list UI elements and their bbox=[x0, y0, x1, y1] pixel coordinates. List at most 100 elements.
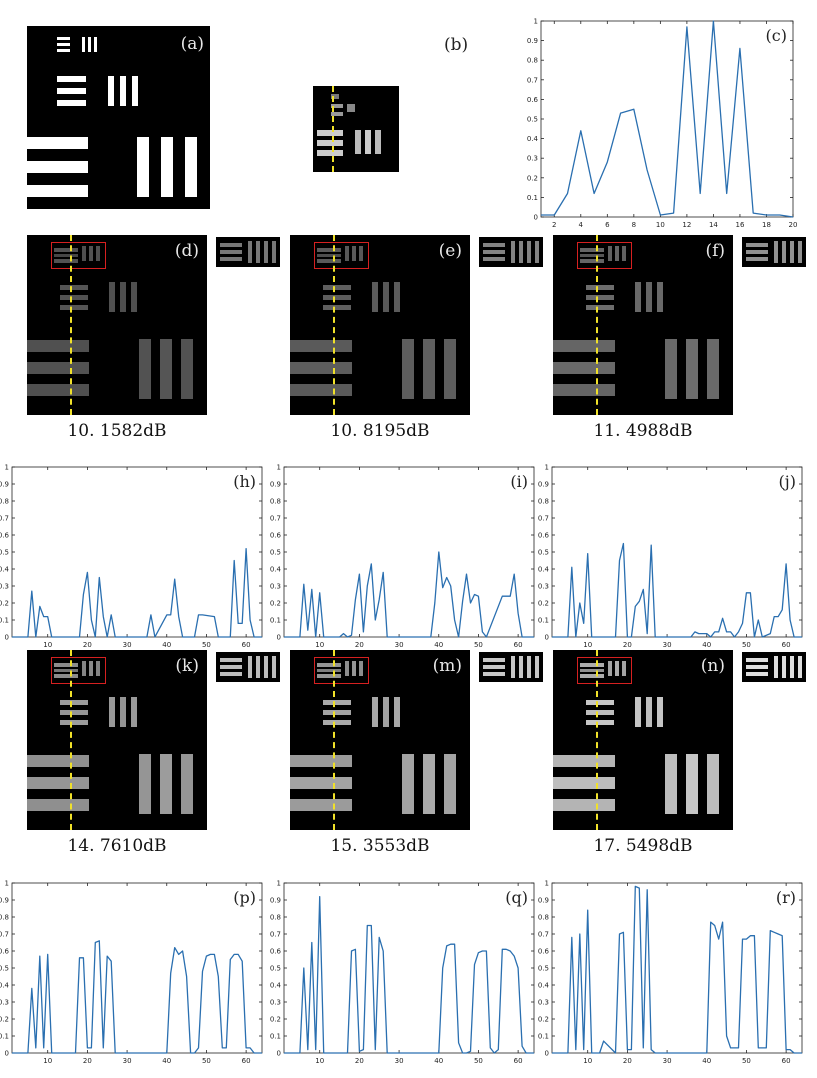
inset-bar bbox=[483, 243, 505, 247]
recon-bar bbox=[586, 305, 614, 310]
y-tick-label: 1 bbox=[534, 18, 538, 26]
profile-marker-line bbox=[596, 235, 598, 415]
recon-bar bbox=[402, 754, 414, 814]
recon-bar bbox=[60, 700, 88, 705]
inset-bar bbox=[511, 241, 515, 263]
recon-bar bbox=[96, 246, 100, 261]
inset-bar bbox=[483, 658, 505, 662]
recon-bar bbox=[345, 246, 349, 261]
roi-box bbox=[314, 242, 369, 269]
y-tick-label: 0 bbox=[277, 634, 281, 642]
lowres-block bbox=[317, 150, 343, 156]
inset-bar bbox=[483, 250, 505, 254]
lowres-block bbox=[331, 112, 343, 116]
y-tick-label: 0.9 bbox=[270, 481, 281, 489]
y-tick-label: 0.4 bbox=[538, 982, 550, 990]
recon-bar bbox=[89, 661, 93, 676]
x-tick-label: 10 bbox=[315, 1057, 324, 1065]
inset-bar bbox=[774, 241, 778, 263]
recon-bar bbox=[290, 777, 352, 789]
y-tick-label: 0.3 bbox=[270, 999, 281, 1007]
recon-bar bbox=[352, 246, 356, 261]
x-tick-label: 10 bbox=[43, 1057, 52, 1065]
recon-bar bbox=[646, 697, 652, 727]
y-tick-label: 0.5 bbox=[538, 549, 549, 557]
y-tick-label: 0.9 bbox=[0, 897, 9, 905]
roi-zoom-inset bbox=[479, 652, 543, 682]
roi-box bbox=[51, 657, 106, 684]
x-tick-label: 6 bbox=[605, 221, 610, 229]
panel-b-lowres-image bbox=[313, 86, 399, 172]
target-bar bbox=[57, 88, 86, 94]
x-tick-label: 20 bbox=[789, 221, 798, 229]
profile-marker-line bbox=[70, 650, 72, 830]
y-tick-label: 0.3 bbox=[538, 583, 549, 591]
inset-bar bbox=[519, 241, 523, 263]
x-tick-label: 40 bbox=[434, 1057, 443, 1065]
recon-bar bbox=[608, 246, 612, 261]
recon-bar bbox=[54, 259, 78, 263]
profile-marker-line bbox=[332, 86, 334, 172]
y-tick-label: 0.7 bbox=[270, 515, 281, 523]
y-tick-label: 0.9 bbox=[527, 37, 538, 45]
y-tick-label: 0.1 bbox=[270, 1033, 281, 1041]
target-bars-medium-vertical bbox=[108, 76, 114, 106]
x-tick-label: 20 bbox=[623, 641, 632, 649]
inset-bar bbox=[483, 665, 505, 669]
profile-line-series-0 bbox=[552, 885, 802, 1054]
recon-bar bbox=[553, 340, 615, 352]
target-bar bbox=[88, 37, 91, 52]
recon-bar bbox=[323, 305, 351, 310]
recon-bar bbox=[553, 755, 615, 767]
inset-bar bbox=[746, 257, 768, 261]
recon-bar bbox=[181, 754, 193, 814]
panel-label: (p) bbox=[233, 888, 256, 907]
recon-bar bbox=[27, 340, 89, 352]
recon-bar bbox=[27, 799, 89, 811]
y-tick-label: 0.8 bbox=[270, 914, 281, 922]
recon-bar bbox=[60, 305, 88, 310]
psnr-caption: 11. 4988dB bbox=[593, 421, 693, 441]
x-tick-label: 30 bbox=[395, 1057, 404, 1065]
x-tick-label: 60 bbox=[514, 1057, 523, 1065]
x-tick-label: 20 bbox=[355, 1057, 364, 1065]
y-tick-label: 0.5 bbox=[270, 965, 281, 973]
y-tick-label: 0 bbox=[534, 214, 538, 222]
profile-line-series-0 bbox=[12, 547, 262, 638]
panel-r-profile-plot: 0 0.1 0.2 0.3 0.4 0.5 0.6 0.7 0.8 0.9 1 10 20 30 40 50 6… bbox=[538, 870, 810, 1070]
recon-bar bbox=[82, 246, 86, 261]
recon-bar bbox=[657, 697, 663, 727]
x-tick-label: 30 bbox=[395, 641, 404, 649]
y-tick-label: 0.5 bbox=[538, 965, 549, 973]
y-tick-label: 0 bbox=[5, 1050, 9, 1058]
recon-bar bbox=[615, 246, 619, 261]
recon-panel-label: (e) bbox=[438, 241, 462, 261]
psnr-caption: 10. 1582dB bbox=[67, 421, 167, 441]
chart-svg: 0 0.1 0.2 0.3 0.4 0.5 0.6 0.7 0.8 0.9 1 10 20 30 40 50 6… bbox=[538, 880, 803, 1065]
psnr-caption: 10. 8195dB bbox=[330, 421, 430, 441]
y-tick-label: 0 bbox=[5, 634, 9, 642]
recon-bar bbox=[82, 661, 86, 676]
recon-bar bbox=[345, 661, 349, 676]
lowres-block bbox=[331, 104, 343, 108]
lowres-block bbox=[375, 130, 381, 154]
recon-bar bbox=[586, 700, 614, 705]
psnr-caption: 15. 3553dB bbox=[330, 836, 430, 856]
inset-bar bbox=[256, 656, 260, 678]
x-tick-label: 14 bbox=[709, 221, 718, 229]
recon-bar bbox=[553, 384, 615, 396]
plot-frame bbox=[551, 466, 803, 638]
target-bar bbox=[57, 43, 70, 46]
x-tick-label: 10 bbox=[315, 641, 324, 649]
y-tick-label: 0.5 bbox=[0, 965, 9, 973]
x-tick-label: 50 bbox=[474, 1057, 483, 1065]
target-bars-small-vertical bbox=[82, 37, 85, 52]
y-tick-label: 0.2 bbox=[527, 174, 538, 182]
y-tick-label: 0.6 bbox=[0, 948, 10, 956]
recon-bar bbox=[60, 295, 88, 300]
x-tick-label: 10 bbox=[583, 1057, 592, 1065]
y-tick-label: 0.5 bbox=[0, 549, 9, 557]
inset-bar bbox=[264, 241, 268, 263]
recon-bar bbox=[586, 710, 614, 715]
recon-image-m: (m) bbox=[290, 650, 470, 830]
